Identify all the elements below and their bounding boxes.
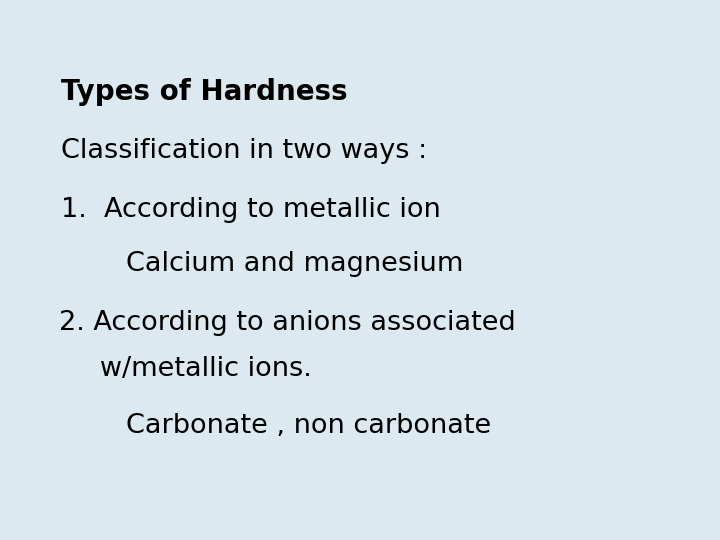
Text: w/metallic ions.: w/metallic ions. <box>74 356 312 382</box>
Text: Types of Hardness: Types of Hardness <box>61 78 348 106</box>
Text: Calcium and magnesium: Calcium and magnesium <box>126 251 464 277</box>
Text: Carbonate , non carbonate: Carbonate , non carbonate <box>126 413 491 439</box>
Text: 1.  According to metallic ion: 1. According to metallic ion <box>61 197 441 223</box>
Text: 2. According to anions associated: 2. According to anions associated <box>59 310 516 336</box>
Text: Classification in two ways :: Classification in two ways : <box>61 138 428 164</box>
